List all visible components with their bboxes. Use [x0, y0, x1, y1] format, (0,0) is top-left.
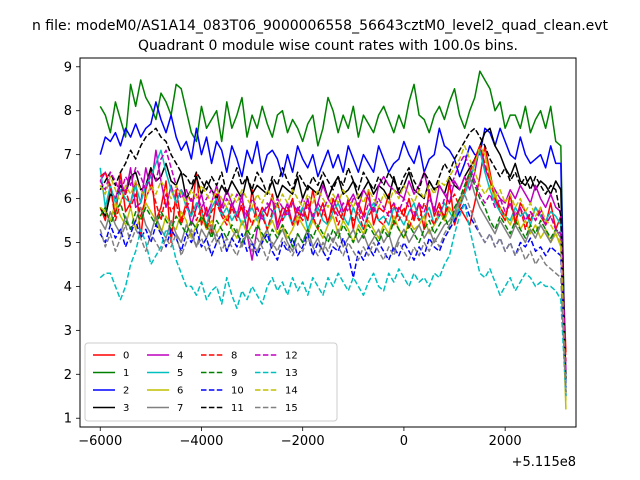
y-tick-label: 8 [64, 104, 72, 119]
x-tick-label: 0 [400, 434, 408, 449]
y-tick-label: 5 [64, 236, 72, 251]
series-line-5 [99, 149, 567, 384]
series-line-15 [99, 193, 567, 392]
legend-label-13: 13 [285, 368, 298, 379]
series-line-6 [99, 145, 567, 410]
y-tick-label: 1 [64, 412, 72, 427]
x-tick-label: −2000 [281, 434, 325, 449]
series-line-8 [99, 145, 567, 362]
series-line-11 [99, 127, 567, 379]
legend-label-6: 6 [177, 386, 183, 397]
legend-label-11: 11 [231, 403, 244, 414]
legend-label-8: 8 [231, 351, 237, 362]
y-axis: 1 2 3 4 5 6 7 8 9 [64, 60, 80, 427]
y-tick-label: 9 [64, 60, 72, 75]
series-line-13 [99, 202, 567, 397]
series-line-1 [99, 70, 567, 397]
series-line-14 [99, 145, 567, 401]
series-layer [99, 70, 567, 410]
x-tick-label: −4000 [179, 434, 223, 449]
legend-label-3: 3 [123, 403, 129, 414]
x-offset-label: +5.115e8 [512, 455, 576, 470]
legend-label-15: 15 [285, 403, 298, 414]
series-line-12 [99, 149, 567, 370]
legend-label-0: 0 [123, 351, 129, 362]
chart-title: Quadrant 0 module wise count rates with … [138, 38, 518, 54]
legend-label-12: 12 [285, 351, 298, 362]
suptitle: n file: modeM0/AS1A14_083T06_9000006558_… [32, 18, 609, 34]
y-tick-label: 7 [64, 148, 72, 163]
y-tick-label: 3 [64, 324, 72, 339]
y-tick-label: 4 [64, 280, 72, 295]
series-line-9 [99, 171, 567, 392]
legend-label-5: 5 [177, 368, 183, 379]
legend-label-10: 10 [231, 386, 244, 397]
x-tick-label: −6000 [78, 434, 122, 449]
legend-label-14: 14 [285, 386, 298, 397]
legend-label-7: 7 [177, 403, 183, 414]
series-line-3 [99, 127, 567, 392]
legend-label-2: 2 [123, 386, 129, 397]
y-tick-label: 6 [64, 192, 72, 207]
x-axis: −6000 −4000 −2000 0 2000 [78, 427, 522, 449]
series-line-2 [99, 101, 567, 397]
y-tick-label: 2 [64, 368, 72, 383]
x-tick-label: 2000 [489, 434, 522, 449]
legend-label-9: 9 [231, 368, 237, 379]
series-line-7 [99, 175, 567, 392]
legend-label-1: 1 [123, 368, 129, 379]
legend-box [84, 342, 338, 422]
legend-label-4: 4 [177, 351, 183, 362]
